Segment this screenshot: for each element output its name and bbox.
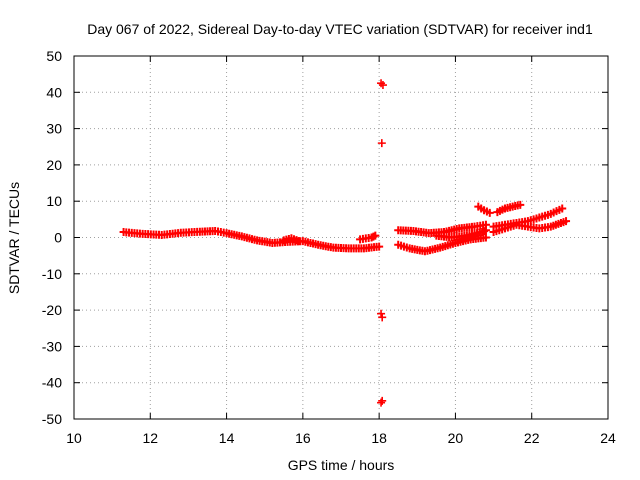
y-tick-label: 20 (46, 157, 62, 173)
series-marks-outliers (377, 79, 387, 407)
series-track-h (493, 200, 525, 217)
series-track-b (279, 234, 304, 246)
axis-ticks (73, 55, 609, 420)
series-marks-track-h (493, 200, 525, 217)
y-tick-label: 50 (46, 48, 62, 64)
series-track-e (394, 233, 490, 256)
y-axis-title: SDTVAR / TECUs (6, 182, 22, 294)
series-marks-track-b (279, 234, 304, 246)
y-tick-label: 30 (46, 121, 62, 137)
chart-title: Day 067 of 2022, Sidereal Day-to-day VTE… (87, 21, 593, 37)
x-axis-title: GPS time / hours (288, 457, 395, 473)
series-track-a (119, 226, 384, 253)
series-track-g (474, 202, 494, 217)
y-tick-label: 40 (46, 84, 62, 100)
x-tick-label: 16 (295, 430, 311, 446)
series-outliers (377, 79, 387, 407)
y-tick-labels: -50 -40 -30 -20 -10 0 10 20 30 40 50 (42, 48, 62, 427)
series-track-j (489, 217, 571, 237)
series-track-f (432, 226, 490, 242)
data-series (119, 79, 571, 407)
y-tick-label: -30 (42, 338, 62, 354)
x-tick-label: 18 (371, 430, 387, 446)
series-marks-track-a (119, 226, 384, 253)
y-tick-label: 0 (54, 230, 62, 246)
x-tick-label: 14 (219, 430, 235, 446)
series-marks-track-e (394, 233, 490, 256)
y-tick-label: -40 (42, 375, 62, 391)
x-tick-label: 20 (448, 430, 464, 446)
series-marks-track-f (432, 226, 490, 242)
x-tick-label: 22 (524, 430, 540, 446)
y-tick-label: -20 (42, 302, 62, 318)
y-tick-label: -10 (42, 266, 62, 282)
gridlines (74, 56, 608, 419)
series-track-c (356, 231, 380, 244)
series-marks-track-g (474, 202, 494, 217)
series-marks-track-j (489, 217, 571, 237)
x-tick-label: 24 (600, 430, 616, 446)
x-tick-label: 12 (142, 430, 158, 446)
x-tick-label: 10 (66, 430, 82, 446)
series-marks-track-c (356, 231, 380, 244)
y-tick-label: 10 (46, 193, 62, 209)
y-tick-label: -50 (42, 411, 62, 427)
x-tick-labels: 10 12 14 16 18 20 22 24 (66, 430, 616, 446)
